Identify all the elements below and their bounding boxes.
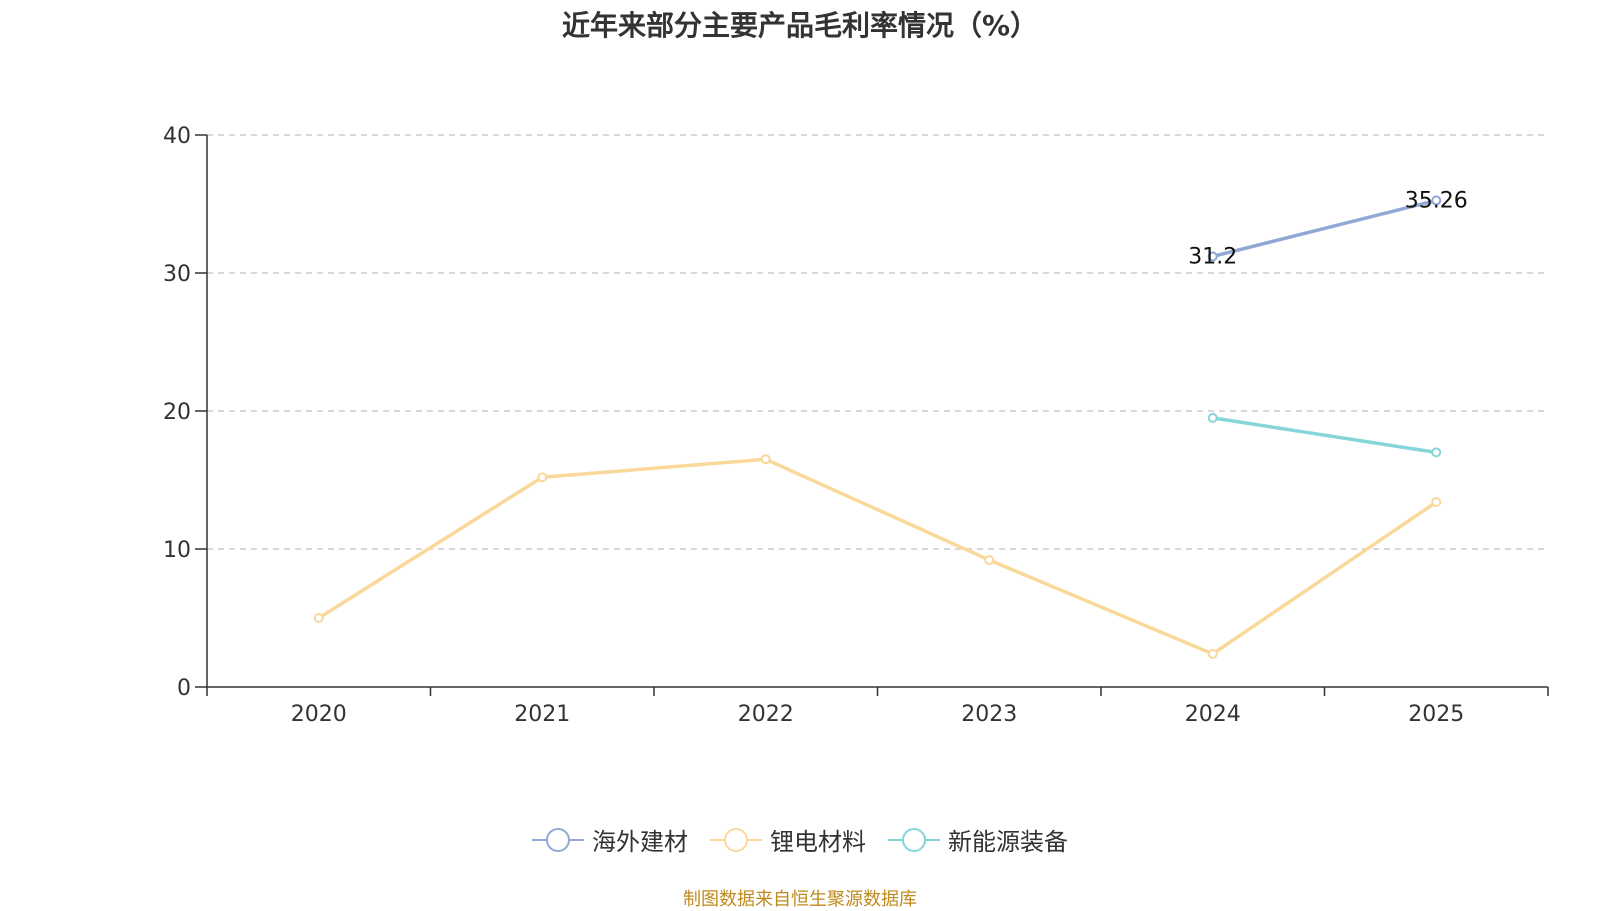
data-point <box>1207 251 1218 262</box>
legend-label: 海外建材 <box>592 828 688 856</box>
data-point <box>1431 195 1442 206</box>
series-line-1 <box>317 457 1438 656</box>
legend-item-new-energy-equipment[interactable]: 新能源装备 <box>888 822 1068 857</box>
data-point <box>537 472 548 483</box>
legend-marker-icon <box>888 827 940 852</box>
legend-label: 新能源装备 <box>948 828 1068 856</box>
series-line-0 <box>1212 198 1437 259</box>
y-tick-label: 40 <box>163 124 191 149</box>
data-point <box>984 555 995 566</box>
data-point <box>1431 447 1442 458</box>
data-point <box>313 613 324 623</box>
legend-item-lithium-battery-materials[interactable]: 锂电材料 <box>710 822 866 857</box>
data-point <box>1207 648 1218 659</box>
y-tick-label: 0 <box>177 676 191 701</box>
data-point <box>760 454 771 465</box>
x-tick-label: 2025 <box>1408 702 1464 727</box>
y-tick-label: 30 <box>163 262 191 287</box>
legend-marker-icon <box>710 827 762 852</box>
legend-label: 锂电材料 <box>770 828 866 856</box>
data-label: 35.26 <box>1405 188 1468 213</box>
x-tick-label: 2024 <box>1185 702 1241 727</box>
y-tick-label: 20 <box>163 400 191 425</box>
legend-marker-icon <box>532 827 584 852</box>
source-note: 制图数据来自恒生聚源数据库 <box>683 889 917 910</box>
x-tick-label: 2021 <box>514 702 570 727</box>
chart-title: 近年来部分主要产品毛利率情况（%） <box>561 9 1039 42</box>
y-tick-label: 10 <box>163 538 191 563</box>
x-tick-label: 2020 <box>291 702 347 727</box>
x-tick-label: 2023 <box>961 702 1017 727</box>
series-line-2 <box>1212 416 1437 455</box>
data-point <box>1207 412 1218 423</box>
data-point <box>1431 497 1442 508</box>
chart-legend: 海外建材 锂电材料 新能源装备 <box>0 822 1600 857</box>
data-label: 31.2 <box>1188 244 1237 269</box>
legend-item-overseas-building-materials[interactable]: 海外建材 <box>532 822 688 857</box>
x-tick-label: 2022 <box>738 702 794 727</box>
